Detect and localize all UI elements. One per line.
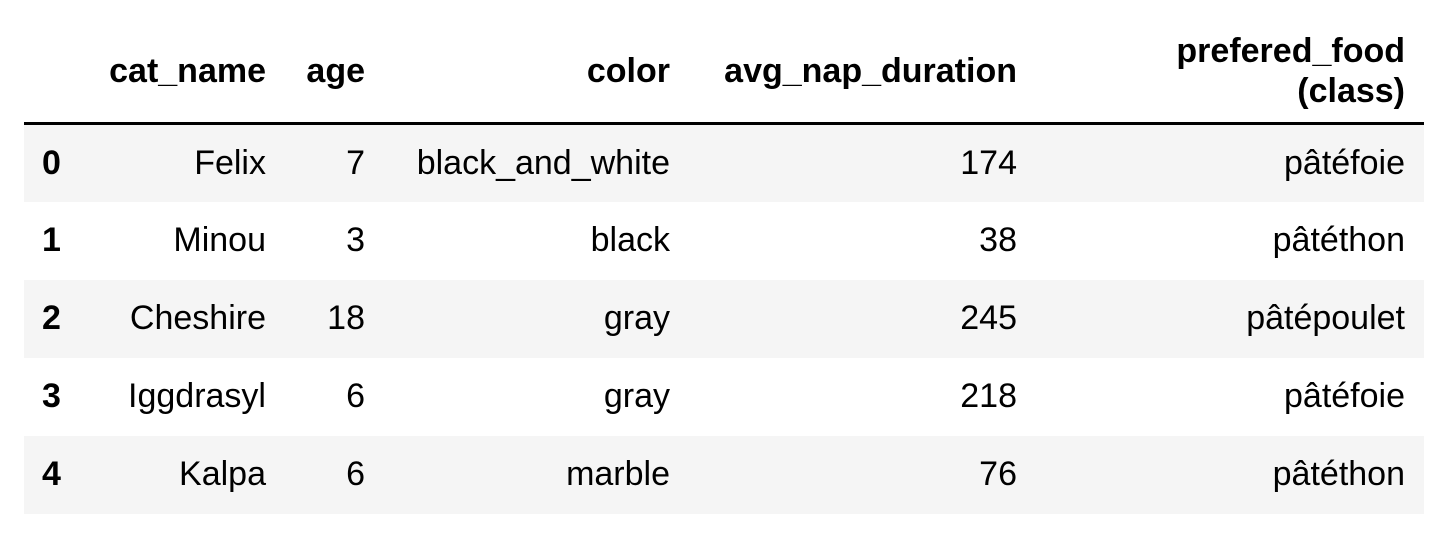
table-row: 2 Cheshire 18 gray 245 pâtépoulet: [24, 279, 1424, 358]
cell-age: 6: [346, 377, 365, 415]
cell-prefered-food: pâtéthon: [1272, 455, 1405, 493]
row-index: 1: [42, 221, 61, 259]
column-header-color: color: [586, 52, 670, 90]
cell-prefered-food: pâtéfoie: [1284, 377, 1405, 415]
cell-cat-name: Kalpa: [179, 455, 266, 493]
cell-prefered-food: pâtépoulet: [1246, 299, 1405, 337]
table-row: 1 Minou 3 black 38 pâtéthon: [24, 201, 1424, 280]
cell-age: 6: [346, 455, 365, 493]
cell-avg-nap-duration: 76: [979, 455, 1017, 493]
table-row: 3 Iggdrasyl 6 gray 218 pâtéfoie: [24, 357, 1424, 436]
cell-prefered-food: pâtéfoie: [1284, 143, 1405, 182]
cell-age: 18: [327, 299, 365, 337]
cell-color: black: [590, 221, 670, 259]
dataframe-output: cat_name age color avg_nap_duration pref…: [24, 20, 1424, 514]
cell-color: gray: [603, 299, 670, 337]
column-header-age: age: [306, 52, 365, 90]
cell-color: black_and_white: [416, 143, 670, 182]
cell-age: 7: [346, 143, 365, 182]
cell-prefered-food: pâtéthon: [1272, 221, 1405, 259]
column-header-prefered-food: prefered_food (class): [1036, 20, 1424, 124]
cell-avg-nap-duration: 174: [960, 143, 1017, 182]
cell-cat-name: Cheshire: [129, 299, 266, 337]
header-line: (class): [1297, 72, 1405, 110]
table-header: cat_name age color avg_nap_duration pref…: [24, 20, 1424, 124]
cell-avg-nap-duration: 218: [960, 377, 1017, 415]
header-row: cat_name age color avg_nap_duration pref…: [24, 20, 1424, 124]
header-line: prefered_food: [1176, 32, 1405, 70]
cell-avg-nap-duration: 245: [960, 299, 1017, 337]
cell-color: gray: [603, 377, 670, 415]
row-index: 4: [42, 455, 61, 493]
table-body: 0 Felix 7 black_and_white 174 pâtéfoie 1…: [24, 123, 1424, 514]
index-header: [24, 20, 84, 124]
dataframe-table: cat_name age color avg_nap_duration pref…: [24, 20, 1424, 514]
table-row: 4 Kalpa 6 marble 76 pâtéthon: [24, 435, 1424, 514]
cell-cat-name: Minou: [173, 221, 266, 259]
column-header-cat-name: cat_name: [109, 52, 266, 90]
row-index: 3: [42, 377, 61, 415]
row-index: 0: [42, 143, 61, 182]
cell-cat-name: Felix: [194, 143, 266, 182]
cell-color: marble: [566, 455, 670, 493]
cell-age: 3: [346, 221, 365, 259]
cell-cat-name: Iggdrasyl: [128, 377, 266, 415]
column-header-avg-nap-duration: avg_nap_duration: [724, 52, 1017, 90]
row-index: 2: [42, 299, 61, 337]
table-row: 0 Felix 7 black_and_white 174 pâtéfoie: [24, 123, 1424, 202]
cell-avg-nap-duration: 38: [979, 221, 1017, 259]
